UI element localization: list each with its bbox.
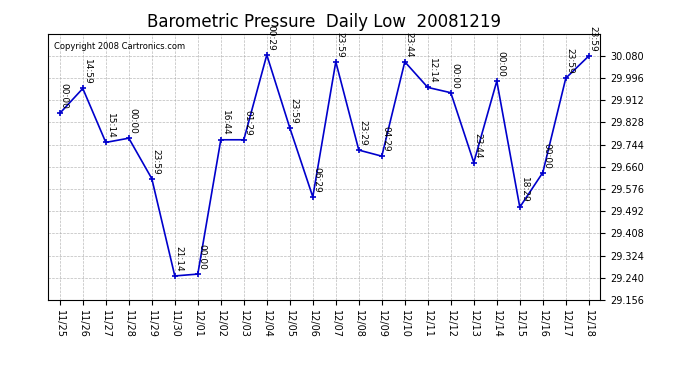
Text: 23:59: 23:59 xyxy=(335,32,344,58)
Text: 21:14: 21:14 xyxy=(175,246,184,272)
Text: 15:14: 15:14 xyxy=(106,112,115,138)
Text: 00:00: 00:00 xyxy=(197,244,206,270)
Text: 12:14: 12:14 xyxy=(428,58,437,83)
Text: 23:59: 23:59 xyxy=(566,48,575,74)
Text: 04:29: 04:29 xyxy=(382,126,391,152)
Text: 00:00: 00:00 xyxy=(542,142,551,168)
Text: 14:59: 14:59 xyxy=(83,58,92,84)
Text: Copyright 2008 Cartronics.com: Copyright 2008 Cartronics.com xyxy=(54,42,185,51)
Text: 23:59: 23:59 xyxy=(152,149,161,174)
Text: 01:29: 01:29 xyxy=(244,110,253,136)
Text: 23:44: 23:44 xyxy=(473,133,482,158)
Text: 06:29: 06:29 xyxy=(313,167,322,193)
Text: 23:44: 23:44 xyxy=(404,32,413,58)
Text: 23:59: 23:59 xyxy=(290,98,299,124)
Text: 00:00: 00:00 xyxy=(497,51,506,77)
Text: 00:29: 00:29 xyxy=(266,25,275,51)
Text: 23:59: 23:59 xyxy=(589,26,598,52)
Text: 23:29: 23:29 xyxy=(359,120,368,146)
Text: 00:00: 00:00 xyxy=(128,108,137,134)
Text: 00:00: 00:00 xyxy=(59,83,68,109)
Text: 18:29: 18:29 xyxy=(520,177,529,203)
Title: Barometric Pressure  Daily Low  20081219: Barometric Pressure Daily Low 20081219 xyxy=(147,13,502,31)
Text: 16:44: 16:44 xyxy=(221,110,230,136)
Text: 00:00: 00:00 xyxy=(451,63,460,88)
